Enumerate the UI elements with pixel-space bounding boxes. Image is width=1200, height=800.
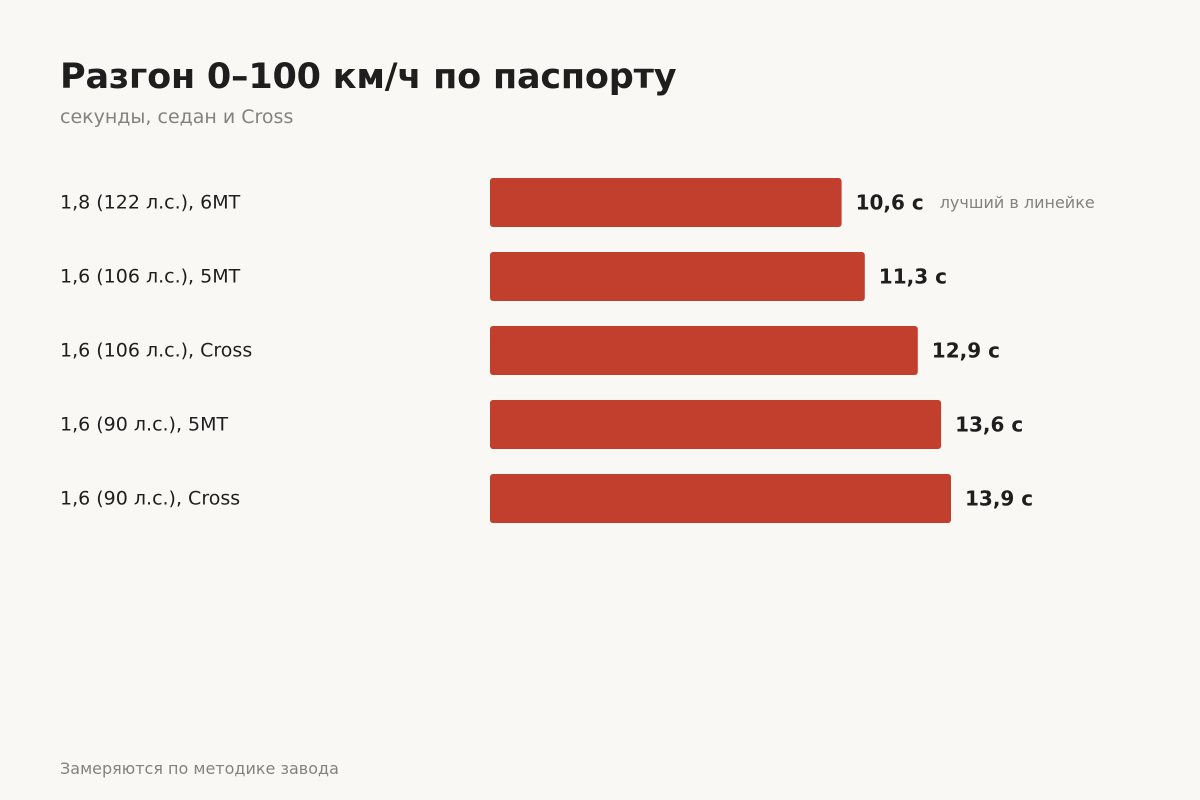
chart-title: Разгон 0–100 км/ч по паспорту [60, 57, 677, 97]
value-label: 11,3 с [879, 265, 947, 289]
chart-subtitle: секунды, седан и Cross [60, 106, 294, 128]
bar [490, 178, 842, 227]
bar [490, 400, 942, 449]
annotation-label: лучший в линейке [940, 193, 1095, 212]
value-label: 13,9 с [965, 487, 1033, 511]
category-label: 1,6 (106 л.с.), Cross [60, 340, 252, 362]
value-label: 12,9 с [932, 339, 1000, 363]
category-label: 1,6 (90 л.с.), 5MT [60, 414, 229, 436]
bar [490, 474, 951, 523]
value-label: 13,6 с [955, 413, 1023, 437]
category-label: 1,6 (106 л.с.), 5MT [60, 266, 241, 288]
value-label: 10,6 с [856, 191, 924, 215]
footnote: Замеряются по методике завода [60, 759, 339, 778]
category-label: 1,6 (90 л.с.), Cross [60, 488, 240, 510]
category-label: 1,8 (122 л.с.), 6MT [60, 192, 241, 214]
bar [490, 326, 918, 375]
bar [490, 252, 865, 301]
